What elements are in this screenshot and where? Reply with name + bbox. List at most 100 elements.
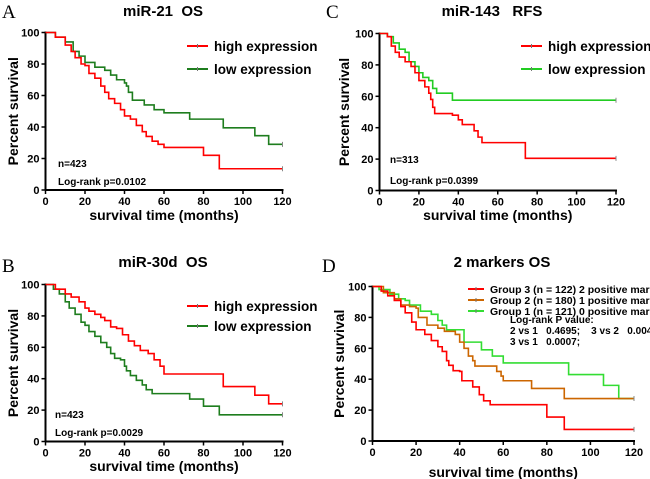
annotation: 2 vs 1 0.4695; 3 vs 2 0.0049; xyxy=(510,326,650,337)
y-tick-label: 0 xyxy=(360,436,366,448)
survival-curve-1 xyxy=(372,285,634,431)
annotation: Log-rank p=0.0102 xyxy=(58,177,147,188)
x-tick-label: 0 xyxy=(42,448,48,460)
x-axis-label: survival time (months) xyxy=(423,207,572,223)
x-tick-label: 100 xyxy=(567,197,585,209)
legend-item: low expression xyxy=(521,62,646,77)
legend-label: Group 2 (n = 180) 1 positive marker xyxy=(490,295,650,307)
y-tick-label: 60 xyxy=(27,342,39,354)
x-tick-label: 20 xyxy=(410,447,422,459)
x-tick-label: 100 xyxy=(234,448,252,460)
x-axis-label: survival time (months) xyxy=(89,207,238,223)
y-tick-label: 20 xyxy=(361,154,373,166)
panel-letter: C xyxy=(326,2,339,23)
x-tick-label: 0 xyxy=(376,197,382,209)
panel-letter: A xyxy=(2,2,16,23)
legend-label: high expression xyxy=(548,39,650,54)
legend-item: Group 1 (n = 121) 0 positive marker xyxy=(468,306,650,318)
legend-item: high expression xyxy=(187,299,318,314)
x-tick-label: 40 xyxy=(118,448,130,460)
y-axis-label: Percent survival xyxy=(331,310,347,418)
y-tick-label: 100 xyxy=(21,28,39,40)
y-tick-label: 40 xyxy=(354,374,366,386)
survival-curve-1 xyxy=(45,283,283,405)
y-tick-label: 60 xyxy=(354,343,366,355)
survival-curve-1 xyxy=(45,31,283,170)
y-tick-label: 40 xyxy=(361,123,373,135)
y-tick-label: 80 xyxy=(354,312,366,324)
x-tick-label: 40 xyxy=(454,447,466,459)
panel-letter: D xyxy=(322,256,336,277)
annotation: n=313 xyxy=(390,155,419,166)
legend-label: low expression xyxy=(214,319,312,334)
x-tick-label: 0 xyxy=(369,447,375,459)
legend-label: high expression xyxy=(214,299,318,314)
x-axis-label: survival time (months) xyxy=(89,458,238,474)
chart-title: miR-30d OS xyxy=(118,254,207,271)
x-tick-label: 120 xyxy=(607,197,625,209)
y-axis-label: Percent survival xyxy=(336,58,352,166)
annotation: Log-rank p=0.0399 xyxy=(390,176,479,187)
legend-item: low expression xyxy=(187,62,312,77)
legend-item: high expression xyxy=(187,39,318,54)
x-tick-label: 80 xyxy=(197,196,209,208)
x-tick-label: 120 xyxy=(625,447,643,459)
x-tick-label: 80 xyxy=(541,447,553,459)
y-tick-label: 100 xyxy=(355,29,373,41)
annotation: Log-rank P value: xyxy=(510,315,594,326)
y-tick-label: 60 xyxy=(27,91,39,103)
x-tick-label: 120 xyxy=(273,448,291,460)
x-tick-label: 40 xyxy=(118,196,130,208)
y-tick-label: 100 xyxy=(21,280,39,292)
legend-label: low expression xyxy=(214,62,312,77)
y-tick-label: 0 xyxy=(367,186,373,198)
x-tick-label: 60 xyxy=(497,447,509,459)
x-tick-label: 60 xyxy=(158,448,170,460)
survival-curve-1 xyxy=(379,32,616,160)
y-tick-label: 20 xyxy=(354,405,366,417)
survival-curve-2 xyxy=(372,285,634,400)
x-tick-label: 60 xyxy=(492,197,504,209)
y-tick-label: 60 xyxy=(361,91,373,103)
y-axis-label: Percent survival xyxy=(5,309,21,417)
legend-item: Group 3 (n = 122) 2 positive markers xyxy=(468,284,650,296)
y-tick-label: 0 xyxy=(33,185,39,197)
legend-label: high expression xyxy=(214,39,318,54)
x-tick-label: 0 xyxy=(42,196,48,208)
x-tick-label: 40 xyxy=(452,197,464,209)
x-tick-label: 20 xyxy=(79,448,91,460)
legend-label: Group 1 (n = 121) 0 positive marker xyxy=(490,306,650,318)
panel-d: D 2 markers OS 0 20 40 60 80 100 120 0 20 40 60 80 100… xyxy=(322,254,650,479)
y-tick-label: 40 xyxy=(27,374,39,386)
x-axis-label: survival time (months) xyxy=(429,464,578,479)
chart-title: miR-143 RFS xyxy=(442,3,543,20)
annotation: n=423 xyxy=(55,410,84,421)
annotation: 3 vs 1 0.0007; xyxy=(510,337,580,348)
x-tick-label: 100 xyxy=(234,196,252,208)
x-tick-label: 80 xyxy=(197,448,209,460)
x-tick-label: 60 xyxy=(158,196,170,208)
y-tick-label: 80 xyxy=(361,60,373,72)
x-tick-label: 100 xyxy=(581,447,599,459)
y-tick-label: 40 xyxy=(27,122,39,134)
survival-curve-2 xyxy=(45,31,283,146)
legend-item: high expression xyxy=(521,39,650,54)
y-tick-label: 80 xyxy=(27,59,39,71)
y-tick-label: 20 xyxy=(27,154,39,166)
x-tick-label: 80 xyxy=(531,197,543,209)
chart-title: miR-21 OS xyxy=(123,3,203,20)
y-tick-label: 80 xyxy=(27,311,39,323)
survival-curve-2 xyxy=(45,283,283,416)
legend-label: Group 3 (n = 122) 2 positive markers xyxy=(490,284,650,296)
annotation: n=423 xyxy=(58,159,87,170)
legend-item: Group 2 (n = 180) 1 positive marker xyxy=(468,295,650,307)
panel-letter: B xyxy=(2,256,15,277)
annotation: Log-rank p=0.0029 xyxy=(55,428,144,439)
legend-label: low expression xyxy=(548,62,646,77)
y-tick-label: 0 xyxy=(33,437,39,449)
x-tick-label: 20 xyxy=(413,197,425,209)
y-tick-label: 100 xyxy=(348,282,366,294)
